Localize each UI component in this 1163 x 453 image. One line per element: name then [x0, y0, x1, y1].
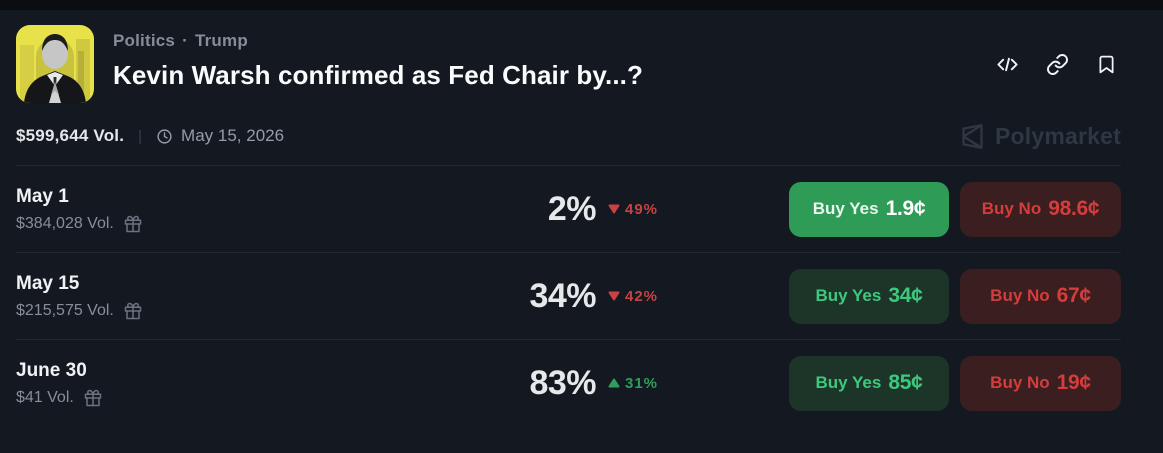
copy-link-icon[interactable] — [1046, 53, 1069, 76]
chance-delta: 49% — [608, 201, 728, 218]
delta-down-icon — [608, 291, 620, 301]
buy-yes-button[interactable]: Buy Yes 34¢ — [789, 268, 949, 324]
outcome-volume: $384,028 Vol. — [16, 214, 114, 232]
buy-no-price: 98.6¢ — [1048, 197, 1100, 220]
outcome-volume: $41 Vol. — [16, 388, 74, 406]
buy-yes-button[interactable]: Buy Yes 85¢ — [789, 355, 949, 411]
clock-icon — [157, 128, 172, 144]
delta-value: 31% — [625, 374, 659, 392]
delta-up-icon — [608, 378, 620, 388]
header-actions — [996, 25, 1117, 76]
divider — [16, 165, 1121, 166]
chance-value: 34% — [529, 276, 596, 315]
market-header: Politics · Trump Kevin Warsh confirmed as … — [16, 10, 1121, 103]
bookmark-icon[interactable] — [1096, 53, 1117, 76]
chance-block: 34% 42% — [486, 277, 728, 316]
embed-code-icon[interactable] — [996, 53, 1019, 76]
buy-yes-price: 1.9¢ — [885, 197, 926, 220]
buy-no-label: Buy No — [990, 286, 1050, 305]
market-avatar — [16, 25, 94, 103]
market-row-may-15: May 15 $215,575 Vol. 34% 42% Buy Yes 34¢ … — [16, 253, 1121, 339]
buy-yes-label: Buy Yes — [812, 199, 879, 218]
outcome-name: May 1 — [16, 185, 69, 207]
buy-no-label: Buy No — [981, 199, 1042, 218]
breadcrumb-subcategory[interactable]: Trump — [194, 31, 248, 50]
chance-delta: 42% — [608, 288, 728, 305]
buy-yes-label: Buy Yes — [815, 286, 882, 305]
polymarket-logo-icon — [962, 123, 983, 149]
polymarket-watermark[interactable]: Polymarket — [959, 123, 1121, 150]
divider — [16, 252, 1121, 253]
total-volume: $599,644 Vol. — [16, 126, 125, 145]
buy-yes-label: Buy Yes — [815, 373, 882, 392]
buy-yes-price: 34¢ — [888, 284, 923, 307]
chance-value: 2% — [547, 189, 597, 228]
end-date-text: May 15, 2026 — [181, 126, 285, 145]
market-meta: $599,644 Vol. | May 15, 2026 Polymarket — [16, 123, 1121, 149]
chance-block: 83% 31% — [486, 364, 728, 403]
page-title: Kevin Warsh confirmed as Fed Chair by...… — [113, 60, 643, 90]
buy-no-button[interactable]: Buy No 67¢ — [960, 268, 1121, 324]
buy-no-label: Buy No — [990, 373, 1050, 392]
buy-yes-button[interactable]: Buy Yes 1.9¢ — [789, 181, 949, 237]
outcome-name: May 15 — [16, 272, 80, 294]
chance-block: 2% 49% — [486, 190, 728, 229]
market-card: Politics · Trump Kevin Warsh confirmed as … — [0, 10, 1163, 426]
outcome-name: June 30 — [16, 359, 87, 381]
breadcrumb-separator: · — [182, 31, 188, 50]
meta-separator: | — [138, 127, 143, 145]
buy-no-price: 67¢ — [1056, 284, 1091, 307]
breadcrumb: Politics · Trump — [113, 31, 996, 51]
chance-delta: 31% — [608, 375, 728, 392]
gift-icon[interactable] — [124, 302, 142, 320]
chance-value: 83% — [529, 363, 596, 402]
market-row-may-1: May 1 $384,028 Vol. 2% 49% Buy Yes 1.9¢ B… — [16, 166, 1121, 252]
gift-icon[interactable] — [84, 389, 102, 407]
buy-no-button[interactable]: Buy No 98.6¢ — [960, 181, 1121, 237]
delta-value: 49% — [625, 200, 659, 218]
market-row-june-30: June 30 $41 Vol. 83% 31% Buy Yes 85¢ Buy … — [16, 340, 1121, 426]
end-date: May 15, 2026 — [156, 126, 284, 146]
buy-yes-price: 85¢ — [888, 371, 923, 394]
buy-no-button[interactable]: Buy No 19¢ — [960, 355, 1121, 411]
kevin-warsh-photo — [16, 25, 94, 103]
buy-no-price: 19¢ — [1056, 371, 1091, 394]
gift-icon[interactable] — [124, 215, 142, 233]
breadcrumb-category[interactable]: Politics — [113, 31, 176, 50]
delta-value: 42% — [625, 287, 659, 305]
polymarket-logo-text: Polymarket — [994, 122, 1121, 149]
window-top-edge — [0, 0, 1163, 10]
outcome-volume: $215,575 Vol. — [16, 301, 114, 319]
divider — [16, 339, 1121, 340]
delta-down-icon — [608, 204, 620, 214]
